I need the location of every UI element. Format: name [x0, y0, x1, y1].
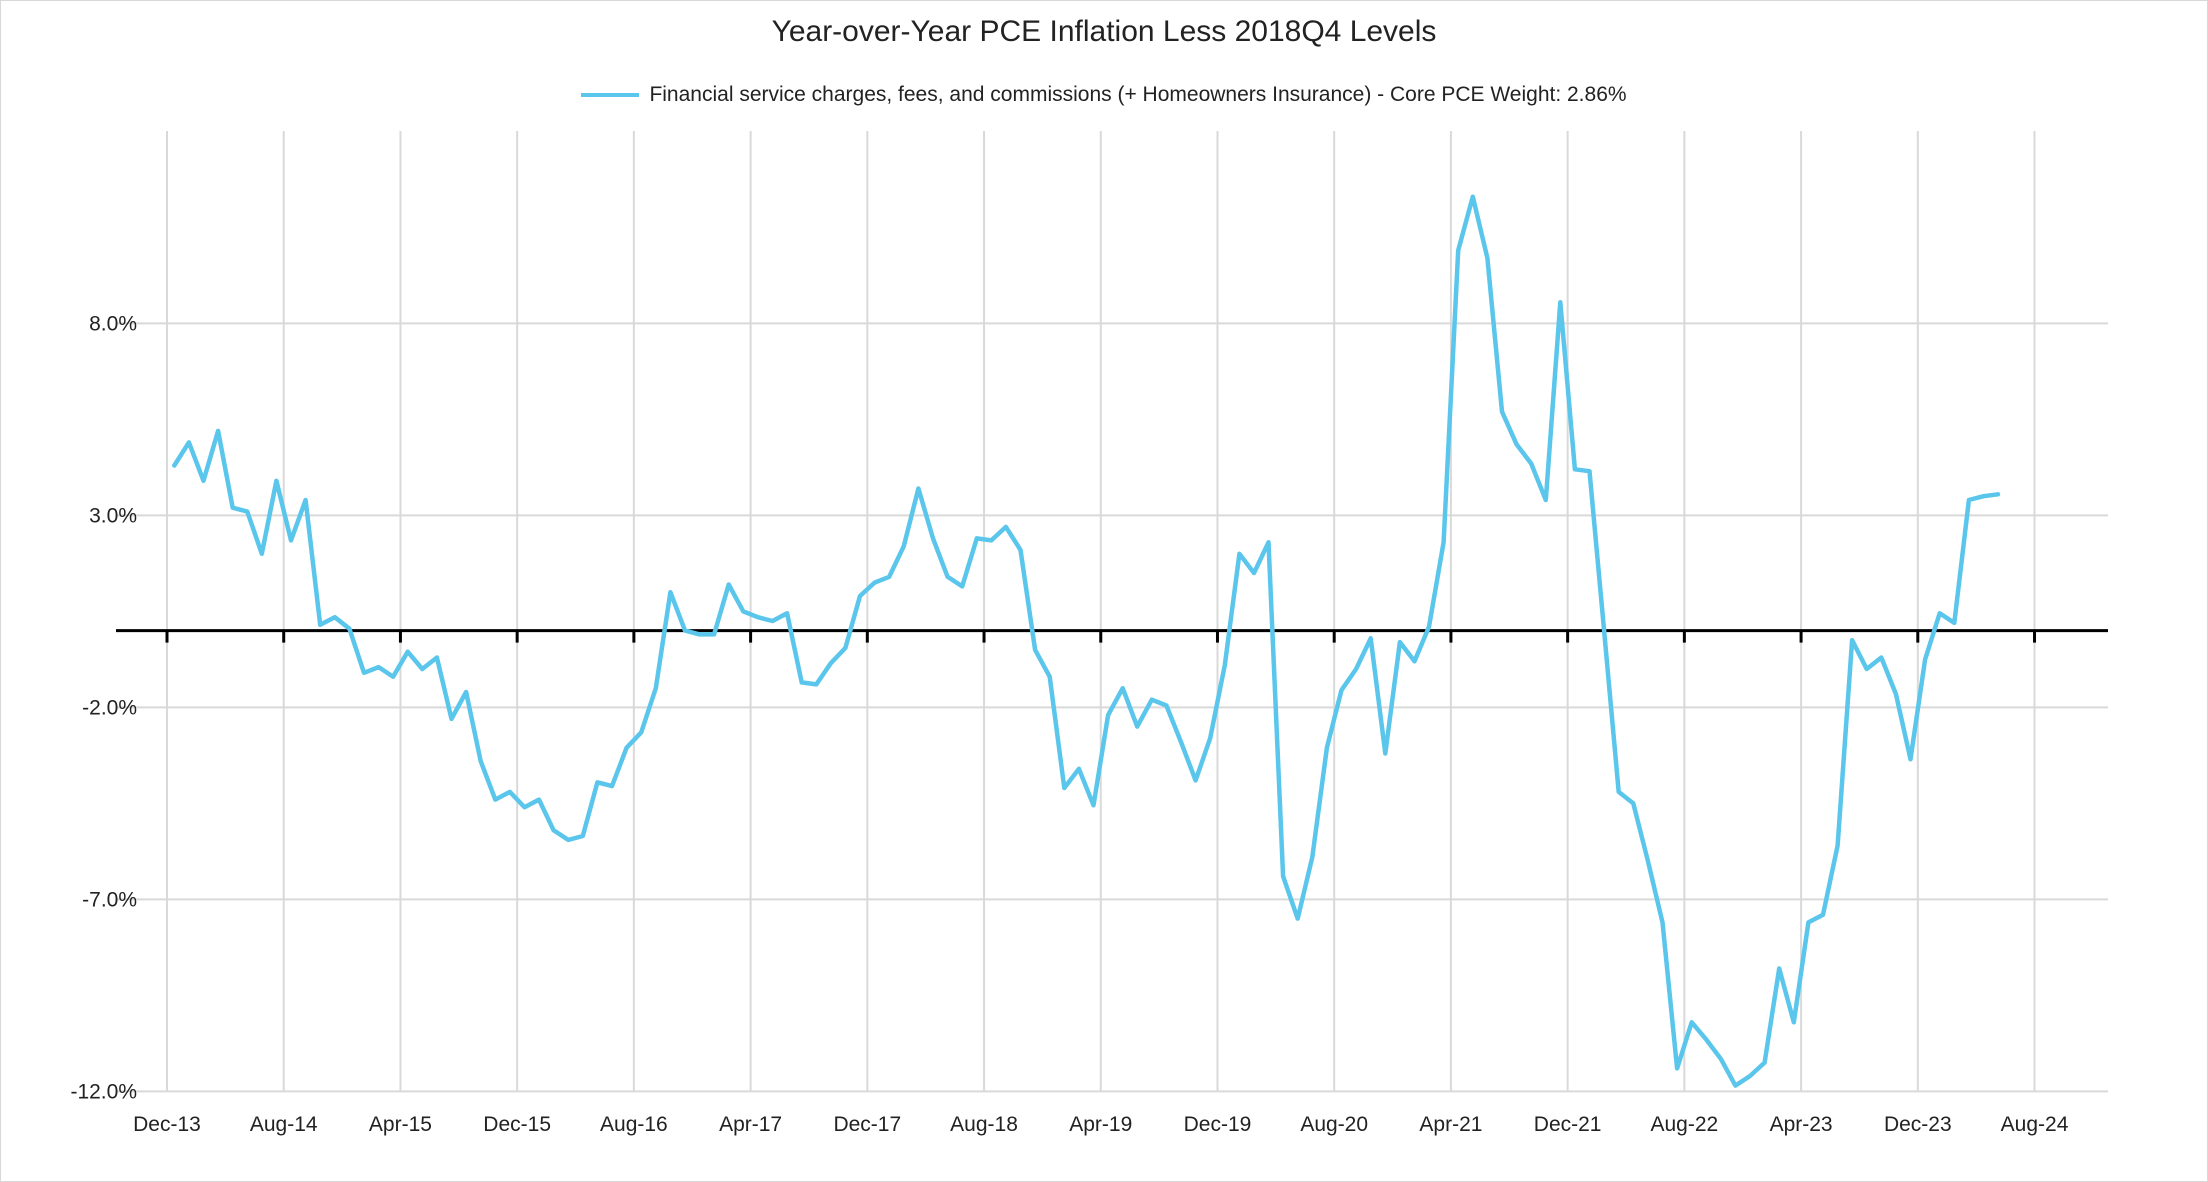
x-tick-label: Aug-18 [950, 1113, 1018, 1136]
x-tick-label: Apr-19 [1069, 1113, 1132, 1136]
x-tick-label: Aug-16 [600, 1113, 668, 1136]
chart-title: Year-over-Year PCE Inflation Less 2018Q4… [771, 15, 1437, 48]
y-tick-label: 8.0% [89, 312, 137, 335]
x-tick-label: Aug-20 [1300, 1113, 1368, 1136]
x-tick-label: Aug-22 [1651, 1113, 1719, 1136]
x-tick-label: Dec-17 [833, 1113, 901, 1136]
x-tick-label: Apr-15 [369, 1113, 432, 1136]
y-tick-label: -7.0% [82, 888, 137, 911]
y-tick-label: -12.0% [70, 1080, 137, 1103]
x-tick-label: Apr-17 [719, 1113, 782, 1136]
legend-line-swatch [581, 93, 640, 97]
x-tick-label: Dec-19 [1184, 1113, 1252, 1136]
y-tick-label: 3.0% [89, 504, 137, 527]
legend-label: Financial service charges, fees, and com… [649, 83, 1627, 106]
x-tick-label: Dec-21 [1534, 1113, 1602, 1136]
x-tick-label: Aug-14 [250, 1113, 318, 1136]
x-tick-label: Apr-21 [1419, 1113, 1482, 1136]
y-tick-label: -2.0% [82, 696, 137, 719]
x-tick-label: Dec-13 [133, 1113, 201, 1136]
series-line [172, 194, 2001, 1088]
x-tick-label: Dec-15 [483, 1113, 551, 1136]
x-tick-label: Dec-23 [1884, 1113, 1952, 1136]
x-tick-label: Apr-23 [1770, 1113, 1833, 1136]
x-tick-label: Aug-24 [2001, 1113, 2069, 1136]
legend: Financial service charges, fees, and com… [1, 83, 2207, 107]
